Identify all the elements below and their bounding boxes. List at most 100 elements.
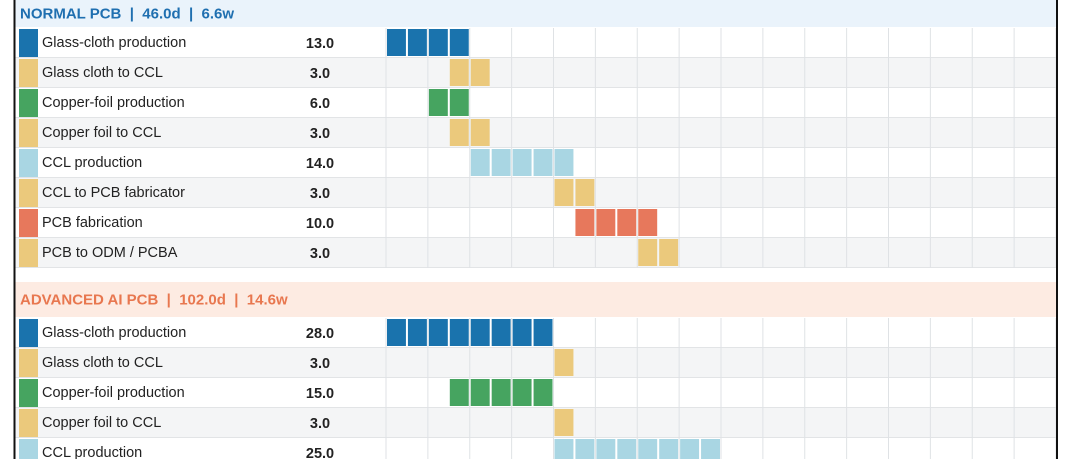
row-label: PCB fabrication xyxy=(42,215,143,231)
gantt-cell xyxy=(449,59,469,86)
section-title: ADVANCED AI PCB | 102.0d | 14.6w xyxy=(20,291,288,308)
gantt-cell xyxy=(680,439,700,459)
gantt-cell xyxy=(554,149,574,176)
gantt-cell xyxy=(659,439,679,459)
color-swatch xyxy=(19,409,38,437)
gantt-cell xyxy=(638,239,658,266)
section-header xyxy=(14,0,1056,27)
gantt-cell xyxy=(659,239,679,266)
gantt-cell xyxy=(449,119,469,146)
row-label: Copper foil to CCL xyxy=(42,415,161,431)
color-swatch xyxy=(19,379,38,407)
color-swatch xyxy=(19,319,38,347)
gantt-cell xyxy=(638,209,658,236)
row-label: PCB to ODM / PCBA xyxy=(42,245,178,261)
gantt-cell xyxy=(617,209,637,236)
gantt-cell xyxy=(449,89,469,116)
color-swatch xyxy=(19,149,38,177)
gantt-cell xyxy=(533,379,553,406)
gantt-cell xyxy=(387,319,406,346)
color-swatch xyxy=(19,119,38,147)
section-header xyxy=(14,282,1056,317)
gantt-cell xyxy=(554,439,574,459)
row-days: 3.0 xyxy=(310,186,330,202)
row-bg xyxy=(14,438,1056,459)
row-label: Glass cloth to CCL xyxy=(42,355,163,371)
row-label: Glass-cloth production xyxy=(42,35,186,51)
gantt-cell xyxy=(428,29,448,56)
gantt-cell xyxy=(554,179,574,206)
row-days: 3.0 xyxy=(310,66,330,82)
gantt-cell xyxy=(596,209,616,236)
row-label: CCL production xyxy=(42,155,142,171)
section-title: NORMAL PCB | 46.0d | 6.6w xyxy=(20,5,234,22)
gantt-cell xyxy=(407,29,427,56)
gantt-cell xyxy=(512,149,532,176)
gantt-cell xyxy=(554,409,574,436)
row-bg xyxy=(14,208,1056,238)
row-days: 13.0 xyxy=(306,36,334,52)
gantt-cell xyxy=(575,209,595,236)
row-days: 25.0 xyxy=(306,446,334,459)
gantt-cell xyxy=(638,439,658,459)
row-days: 28.0 xyxy=(306,326,334,342)
row-label: CCL to PCB fabricator xyxy=(42,185,185,201)
row-days: 3.0 xyxy=(310,126,330,142)
gantt-cell xyxy=(491,149,511,176)
gantt-cell xyxy=(701,439,720,459)
gantt-cell xyxy=(470,319,490,346)
row-days: 14.0 xyxy=(306,156,334,172)
gantt-cell xyxy=(575,439,595,459)
gantt-cell xyxy=(491,319,511,346)
row-label: Copper-foil production xyxy=(42,95,185,111)
color-swatch xyxy=(19,209,38,237)
row-label: Glass-cloth production xyxy=(42,325,186,341)
row-bg xyxy=(14,88,1056,118)
color-swatch xyxy=(19,89,38,117)
row-label: Glass cloth to CCL xyxy=(42,65,163,81)
gantt-cell xyxy=(449,379,469,406)
row-bg xyxy=(14,238,1056,268)
gantt-cell xyxy=(428,89,448,116)
gantt-cell xyxy=(387,29,406,56)
row-days: 3.0 xyxy=(310,246,330,262)
row-bg xyxy=(14,178,1056,208)
row-bg xyxy=(14,28,1056,58)
gantt-cell xyxy=(449,29,469,56)
color-swatch xyxy=(19,29,38,57)
row-days: 6.0 xyxy=(310,96,330,112)
color-swatch xyxy=(19,349,38,377)
gantt-cell xyxy=(470,59,490,86)
row-bg xyxy=(14,58,1056,88)
row-label: Copper foil to CCL xyxy=(42,125,161,141)
gantt-cell xyxy=(428,319,448,346)
row-days: 3.0 xyxy=(310,356,330,372)
gantt-cell xyxy=(617,439,637,459)
gantt-cell xyxy=(407,319,427,346)
color-swatch xyxy=(19,179,38,207)
row-days: 15.0 xyxy=(306,386,334,402)
gantt-cell xyxy=(491,379,511,406)
gantt-cell xyxy=(449,319,469,346)
gantt-cell xyxy=(470,379,490,406)
gantt-cell xyxy=(512,319,532,346)
gantt-cell xyxy=(533,149,553,176)
row-bg xyxy=(14,408,1056,438)
row-days: 3.0 xyxy=(310,416,330,432)
gantt-cell xyxy=(575,179,595,206)
gantt-cell xyxy=(470,119,490,146)
gantt-cell xyxy=(470,149,490,176)
color-swatch xyxy=(19,239,38,267)
row-label: CCL production xyxy=(42,445,142,459)
gantt-cell xyxy=(554,349,574,376)
gantt-cell xyxy=(512,379,532,406)
row-bg xyxy=(14,118,1056,148)
color-swatch xyxy=(19,439,38,459)
row-days: 10.0 xyxy=(306,216,334,232)
color-swatch xyxy=(19,59,38,87)
row-label: Copper-foil production xyxy=(42,385,185,401)
row-bg xyxy=(14,348,1056,378)
gantt-cell xyxy=(596,439,616,459)
